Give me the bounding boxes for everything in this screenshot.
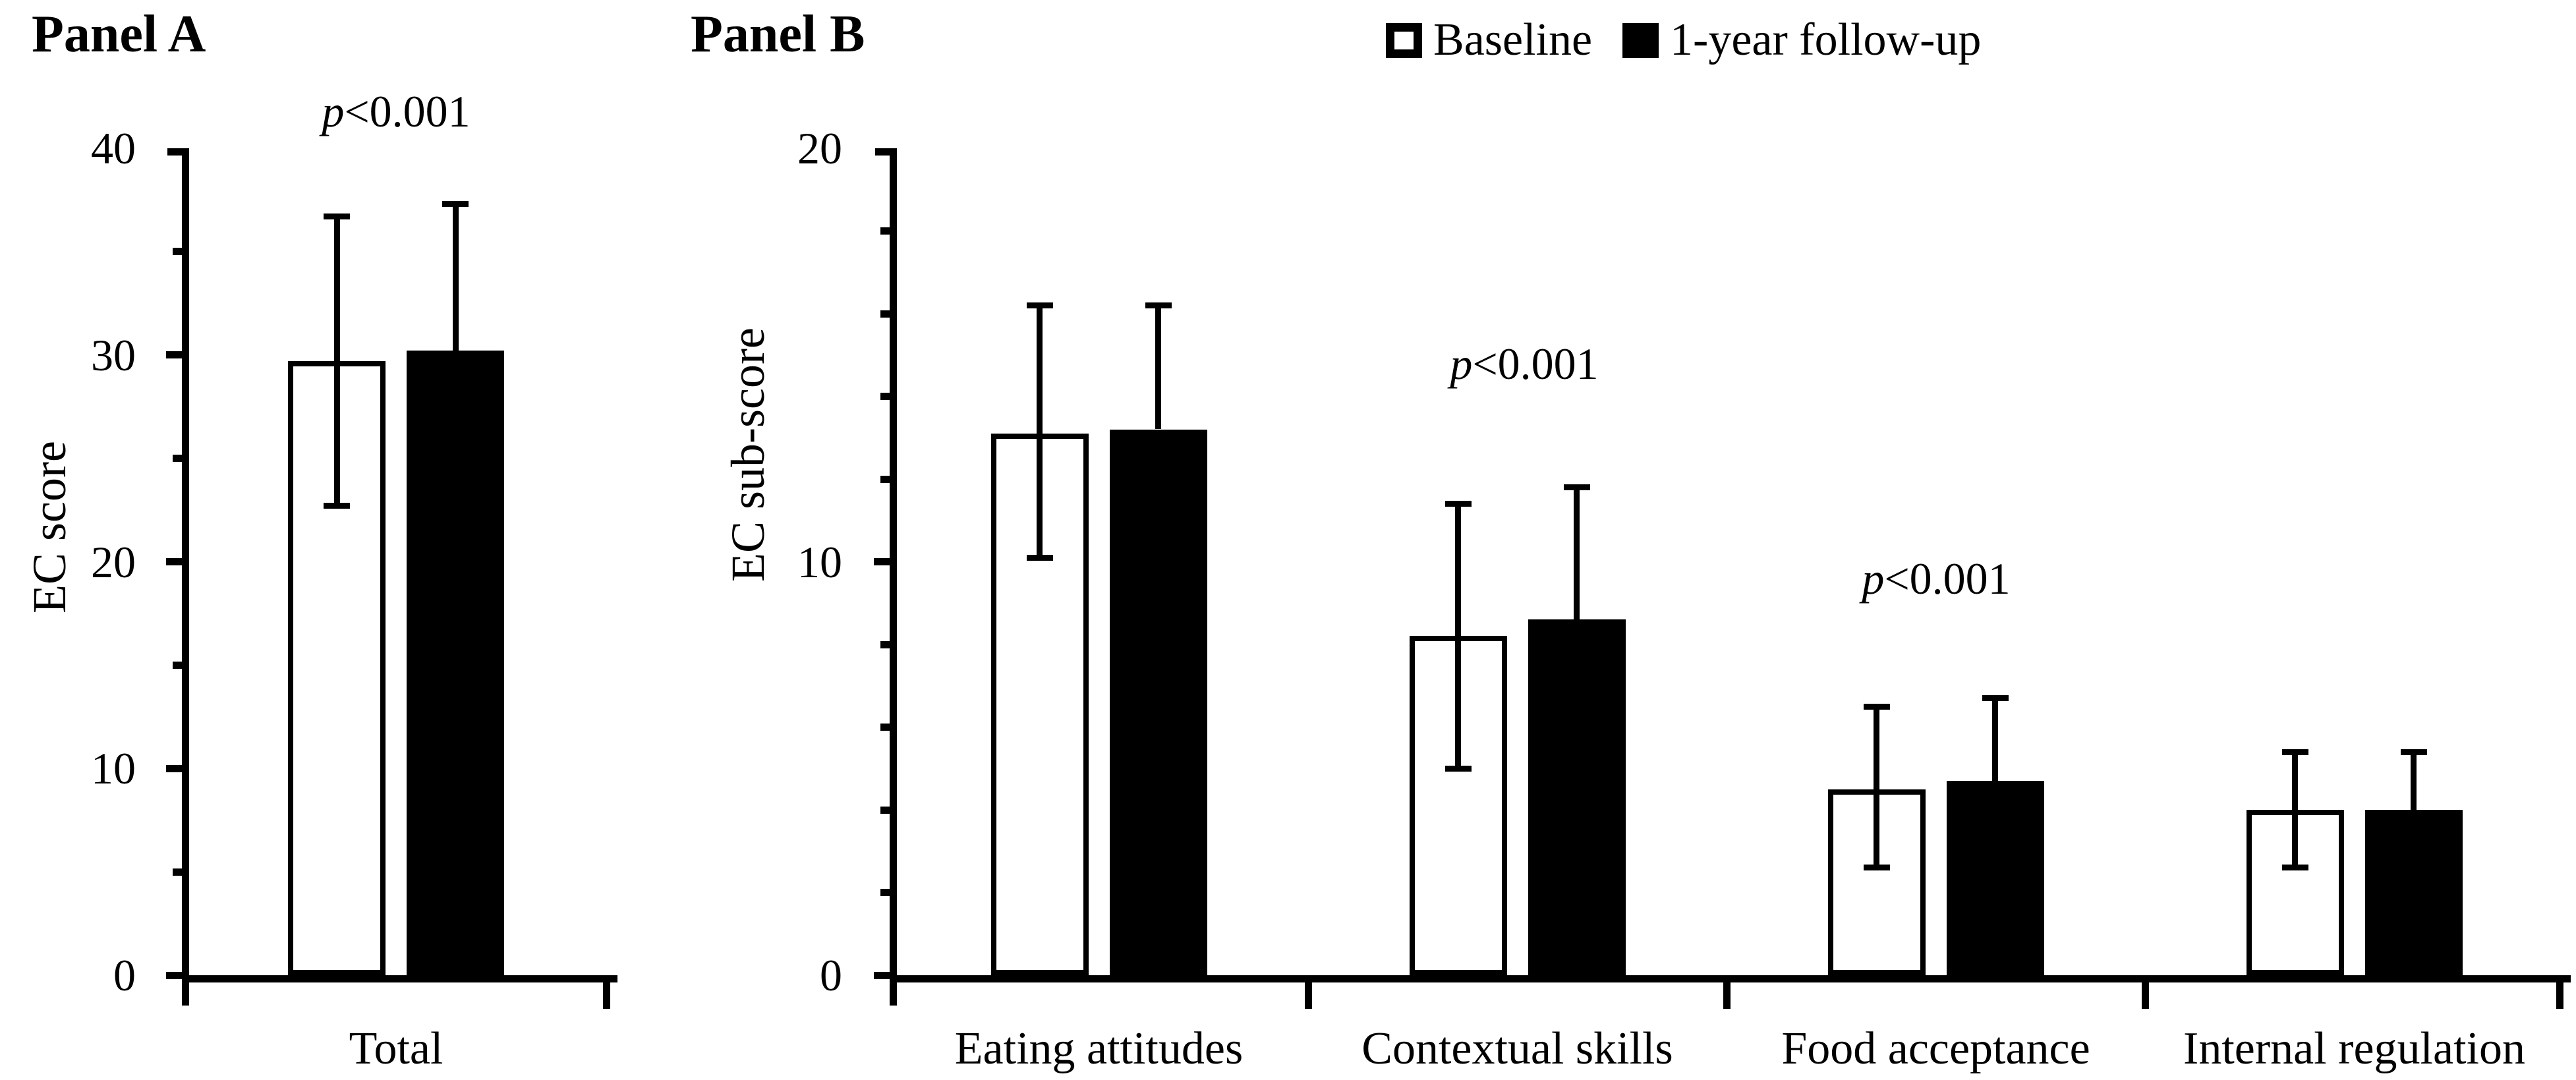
legend-baseline-swatch-icon	[1386, 22, 1422, 58]
panel-a-error-bar-cap-top	[442, 201, 469, 207]
panel-b-error-bar-line	[1574, 488, 1580, 620]
panel-b-error-bar-cap-top	[2401, 749, 2427, 755]
panel-a-y-tick-label: 30	[91, 330, 136, 380]
panel-b-y-tick	[880, 641, 890, 648]
panel-a-y-tick	[166, 972, 182, 979]
panel-b-error-bar-cap-top	[2282, 749, 2308, 755]
panel-a-y-tick	[173, 662, 182, 669]
panel-a-x-tick	[603, 975, 610, 1009]
panel-b-y-tick	[880, 807, 890, 814]
panel-a-y-tick	[173, 248, 182, 255]
panel-b-y-tick	[880, 889, 890, 896]
panel-b-error-bar-cap-bottom	[2282, 865, 2308, 870]
p-value-threshold: <0.001	[344, 86, 471, 136]
panel-b-p-value-annotation: p<0.001	[1360, 339, 1689, 388]
panel-a-error-bar-cap-top	[324, 213, 350, 219]
legend: Baseline 1-year follow-up	[1386, 17, 1981, 63]
panel-a-y-tick-label: 0	[113, 950, 136, 1000]
panel-b-y-tick	[880, 393, 890, 400]
p-value-symbol: p	[1450, 339, 1473, 389]
panel-b-error-bar-line	[1037, 305, 1043, 557]
panel-b-y-tick	[880, 227, 890, 235]
panel-a-y-axis	[182, 148, 189, 1006]
legend-baseline-label: Baseline	[1433, 14, 1593, 65]
panel-b-error-bar-cap-top	[1145, 302, 1172, 308]
panel-b-error-bar-cap-top	[1564, 484, 1590, 490]
p-value-threshold: <0.001	[1884, 554, 2011, 604]
panel-b-error-bar-cap-bottom	[1445, 766, 1472, 772]
panel-a-y-tick-label: 20	[91, 537, 136, 587]
panel-a-error-bar-line	[334, 217, 340, 506]
panel-a-y-tick-label: 40	[91, 123, 136, 173]
panel-b-p-value-annotation: p<0.001	[1771, 554, 2101, 603]
panel-b-x-tick	[2142, 975, 2149, 1009]
p-value-threshold: <0.001	[1472, 339, 1599, 389]
panel-b-category-label: Eating attitudes	[954, 1023, 1244, 1074]
panel-b-title: Panel B	[691, 5, 865, 63]
panel-b-y-axis-top-cap	[875, 148, 897, 156]
panel-b-y-tick	[880, 310, 890, 318]
panel-b-error-bar-cap-top	[1027, 302, 1053, 308]
panel-b-error-bar-line	[1155, 305, 1161, 429]
panel-b-error-bar-cap-top	[1864, 704, 1890, 710]
panel-a-y-tick-label: 10	[91, 743, 136, 793]
panel-a-bar-follow-up-total	[407, 351, 504, 975]
legend-follow-up-swatch-icon	[1622, 22, 1659, 58]
panel-a-error-bar-line	[453, 204, 459, 351]
panel-b-y-tick	[880, 724, 890, 731]
p-value-symbol: p	[1862, 554, 1885, 604]
panel-a-y-tick	[166, 558, 182, 565]
panel-b-y-tick-label: 0	[820, 950, 842, 1000]
panel-b-x-tick	[2556, 975, 2563, 1009]
panel-b-error-bar-line	[1455, 504, 1461, 769]
panel-a-y-tick	[166, 765, 182, 772]
panel-a-y-axis-title: EC score	[23, 441, 76, 613]
panel-a-y-tick	[166, 351, 182, 358]
panel-b-category-label: Food acceptance	[1781, 1023, 2090, 1074]
panel-b-error-bar-cap-bottom	[1027, 555, 1053, 561]
panel-b-error-bar-line	[2292, 752, 2298, 868]
panel-a-error-bar-cap-bottom	[324, 503, 350, 509]
panel-b-y-axis	[890, 148, 897, 1006]
panel-a-x-axis	[182, 975, 617, 982]
panel-b-error-bar-cap-top	[1982, 695, 2009, 701]
panel-b-bar-follow-up-contextual-skills	[1528, 619, 1626, 975]
panel-b-bar-follow-up-eating-attitudes	[1110, 430, 1207, 975]
panel-b-error-bar-line	[1874, 706, 1879, 868]
panel-b-error-bar-cap-top	[1445, 501, 1472, 507]
panel-b-error-bar-line	[1992, 698, 1998, 782]
panel-b-y-axis-title: EC sub-score	[722, 327, 774, 582]
panel-a-y-axis-top-cap	[167, 148, 189, 156]
panel-b-error-bar-line	[2411, 752, 2417, 810]
panel-b-x-tick	[1723, 975, 1731, 1009]
panel-b-y-tick-label: 10	[797, 537, 842, 587]
panel-b-y-tick	[874, 558, 890, 565]
panel-b-y-tick	[880, 476, 890, 483]
panel-b-bar-follow-up-food-acceptance	[1947, 781, 2044, 975]
panel-b-y-tick-label: 20	[797, 123, 842, 173]
panel-b-category-label: Contextual skills	[1361, 1023, 1673, 1074]
p-value-symbol: p	[322, 86, 345, 136]
panel-a-y-tick	[173, 455, 182, 462]
panel-b-category-label: Internal regulation	[2183, 1023, 2525, 1074]
panel-b-x-tick	[1305, 975, 1312, 1009]
panel-a-p-value-annotation: p<0.001	[231, 87, 561, 136]
panel-a-category-label: Total	[349, 1023, 444, 1074]
panel-a-title: Panel A	[32, 5, 206, 63]
legend-follow-up-label: 1-year follow-up	[1670, 14, 1982, 65]
panel-b-y-tick	[874, 972, 890, 979]
panel-b-bar-follow-up-internal-regulation	[2365, 810, 2463, 975]
panel-a-y-tick	[173, 868, 182, 876]
panel-b-error-bar-cap-bottom	[1864, 865, 1890, 870]
